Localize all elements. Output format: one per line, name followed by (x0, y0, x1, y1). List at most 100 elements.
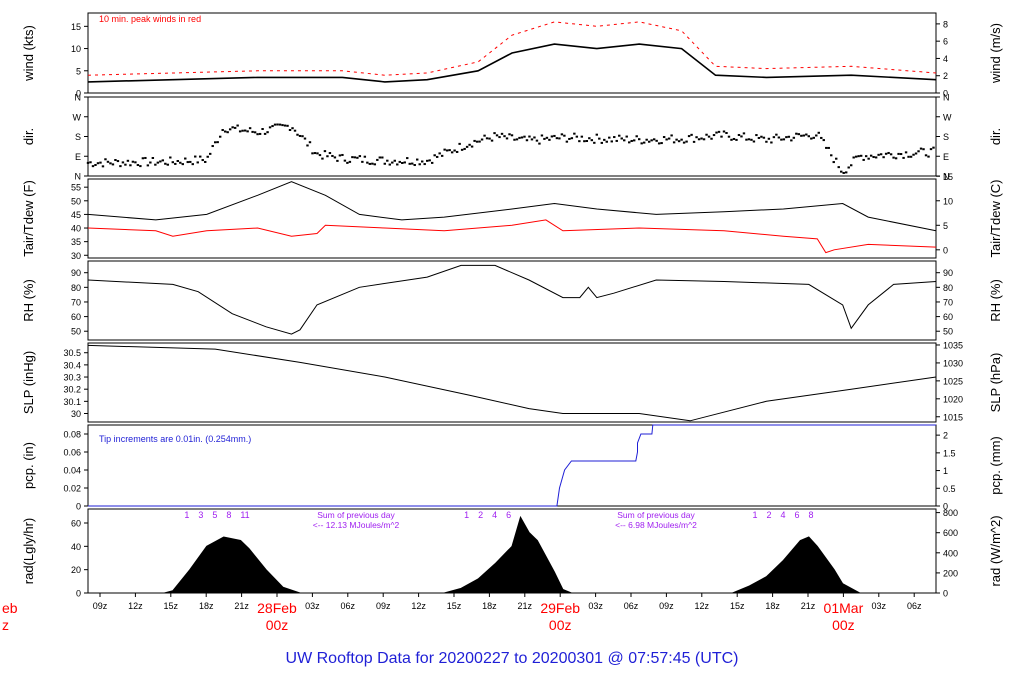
direction-mark (523, 135, 526, 138)
direction-mark (872, 156, 875, 159)
direction-mark (106, 160, 110, 163)
right-y-tick-label: 600 (943, 528, 958, 538)
series-0 (87, 344, 937, 422)
right-y-tick-label: S (943, 132, 949, 142)
annotation: 10 min. peak winds in red (99, 14, 201, 24)
direction-mark (535, 139, 539, 142)
ylabel-left: wind (kts) (21, 25, 36, 82)
direction-mark (116, 160, 120, 163)
direction-mark (146, 164, 150, 167)
direction-mark (136, 164, 140, 167)
ylabel-right: wind (m/s) (988, 23, 1003, 84)
direction-mark (483, 134, 486, 137)
direction-mark (690, 133, 693, 136)
direction-mark (336, 159, 339, 162)
direction-mark (697, 138, 701, 141)
direction-mark (328, 152, 332, 155)
direction-mark (882, 156, 885, 159)
direction-mark (792, 136, 796, 139)
direction-mark (86, 161, 90, 164)
direction-mark (595, 133, 598, 136)
direction-mark (762, 136, 766, 139)
direction-mark (256, 133, 259, 136)
left-edge-hour: z (2, 617, 9, 633)
direction-mark (570, 137, 574, 140)
hour-label: 8 (226, 510, 231, 520)
direction-mark (667, 137, 671, 140)
direction-mark (642, 141, 646, 144)
direction-mark (859, 154, 863, 157)
direction-mark (388, 163, 391, 166)
right-y-tick-label: 1025 (943, 376, 963, 386)
right-y-tick-label: 1 (943, 466, 948, 476)
direction-mark (568, 137, 571, 140)
direction-mark (488, 137, 491, 140)
direction-mark (827, 146, 830, 149)
right-y-tick-label: 5 (943, 221, 948, 231)
ylabel-right: Tair/Tdew (C) (988, 179, 1003, 257)
direction-mark (124, 163, 127, 166)
direction-mark (600, 141, 603, 144)
direction-mark (228, 128, 232, 131)
direction-mark (211, 145, 214, 148)
y-tick-label: 0 (76, 589, 81, 599)
x-tick-label: 03z (872, 601, 887, 611)
right-y-tick-label: 10 (943, 196, 953, 206)
direction-mark (246, 130, 249, 133)
direction-mark (578, 140, 581, 143)
direction-mark (391, 161, 394, 164)
right-y-tick-label: 0 (943, 245, 948, 255)
direction-mark (266, 131, 269, 134)
direction-mark (149, 161, 152, 164)
direction-mark (912, 153, 915, 156)
direction-mark (191, 163, 194, 166)
direction-mark (470, 145, 474, 148)
direction-mark (528, 135, 531, 138)
direction-mark (411, 162, 414, 165)
right-y-tick-label: 8 (943, 19, 948, 29)
direction-mark (750, 138, 753, 141)
y-tick-label: 30.4 (63, 360, 81, 370)
y-tick-label: 5 (76, 66, 81, 76)
direction-mark (782, 138, 786, 141)
direction-mark (333, 156, 337, 159)
direction-mark (321, 157, 324, 160)
daily-sum-line: Sum of previous day (317, 510, 395, 520)
direction-mark (89, 161, 92, 164)
direction-mark (463, 147, 466, 150)
direction-mark (907, 155, 910, 158)
day-hour-label: 00z (549, 617, 572, 633)
series-1 (87, 219, 937, 254)
y-tick-label: 60 (71, 312, 81, 322)
series-0 (87, 43, 937, 83)
direction-mark (341, 153, 344, 156)
direction-mark (727, 135, 731, 138)
direction-mark (94, 163, 97, 166)
direction-mark (538, 142, 541, 145)
direction-mark (845, 171, 848, 174)
x-tick-label: 03z (305, 601, 320, 611)
direction-mark (253, 131, 257, 134)
direction-mark (301, 135, 304, 138)
direction-mark (884, 152, 888, 155)
direction-mark (810, 137, 813, 140)
direction-mark (722, 130, 726, 133)
direction-mark (645, 138, 648, 141)
direction-mark (508, 133, 511, 136)
x-tick-label: 12z (128, 601, 143, 611)
direction-mark (189, 160, 192, 163)
direction-mark (283, 124, 287, 127)
direction-mark (308, 141, 312, 144)
right-y-tick-label: 4 (943, 54, 948, 64)
direction-mark (303, 137, 307, 140)
y-tick-label: 30.2 (63, 385, 81, 395)
hour-label: 2 (478, 510, 483, 520)
direction-mark (807, 135, 810, 138)
direction-mark (323, 150, 327, 153)
direction-mark (705, 133, 708, 136)
direction-mark (161, 159, 165, 162)
y-tick-label: 20 (71, 565, 81, 575)
ylabel-right: pcp. (mm) (988, 436, 1003, 495)
radiation-day-2 (732, 536, 860, 594)
y-tick-label: 0 (76, 89, 81, 99)
